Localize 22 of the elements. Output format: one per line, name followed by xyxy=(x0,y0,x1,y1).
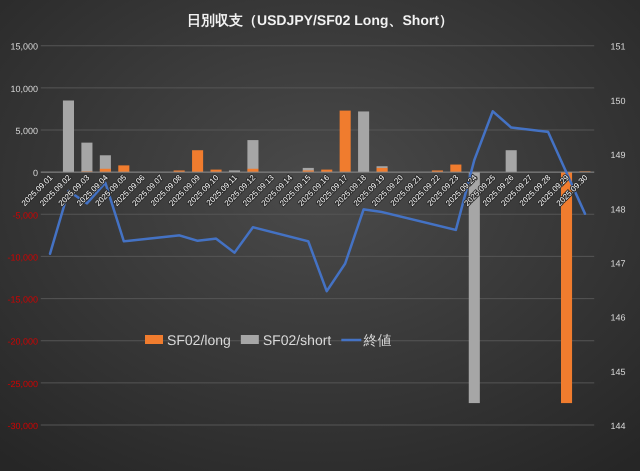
y2-tick-label: 146 xyxy=(610,312,626,323)
y2-tick-label: 150 xyxy=(610,96,626,106)
y-tick-label: -10,000 xyxy=(7,252,38,262)
chart-title: 日別収支（USDJPY/SF02 Long、Short） xyxy=(186,12,454,28)
y-tick-label: -30,000 xyxy=(7,421,38,431)
y-tick-label: 5,000 xyxy=(15,126,38,136)
y-tick-label: -5,000 xyxy=(12,210,38,220)
y-tick-label: -25,000 xyxy=(7,378,38,389)
y2-tick-label: 144 xyxy=(610,421,626,431)
legend-label: SF02/long xyxy=(167,332,231,348)
y-tick-label: 10,000 xyxy=(10,84,38,94)
y-tick-label: 15,000 xyxy=(10,42,38,52)
y2-tick-label: 148 xyxy=(610,204,626,214)
legend-label: 終値 xyxy=(362,332,392,348)
y2-tick-label: 147 xyxy=(610,258,626,268)
y-tick-label: 0 xyxy=(32,168,38,178)
y2-tick-label: 145 xyxy=(610,366,626,377)
y-tick-label: -20,000 xyxy=(7,336,38,347)
y2-tick-label: 149 xyxy=(610,150,626,160)
y-tick-label: -15,000 xyxy=(7,294,38,305)
y2-tick-label: 151 xyxy=(610,42,626,52)
legend-label: SF02/short xyxy=(262,332,332,348)
